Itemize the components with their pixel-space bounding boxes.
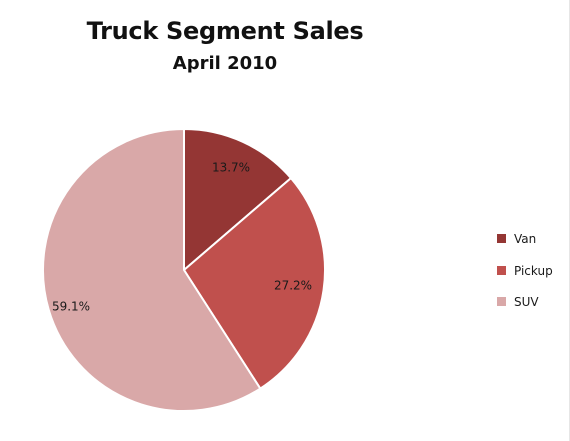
legend-swatch-van <box>497 234 506 243</box>
legend-label-pickup: Pickup <box>514 263 553 278</box>
legend: Van Pickup SUV <box>497 230 567 325</box>
title-block: Truck Segment Sales April 2010 <box>40 12 410 78</box>
legend-item-van: Van <box>497 230 567 248</box>
data-label-suv: 59.1% <box>52 300 90 314</box>
data-label-pickup: 27.2% <box>274 279 312 293</box>
legend-item-pickup: Pickup <box>497 262 567 280</box>
data-label-van: 13.7% <box>212 161 250 175</box>
chart-title: Truck Segment Sales <box>86 17 364 45</box>
legend-swatch-suv <box>497 297 506 306</box>
chart-subtitle: April 2010 <box>172 53 278 74</box>
legend-label-suv: SUV <box>514 295 539 309</box>
pie-slice-van <box>183 128 292 271</box>
legend-swatch-pickup <box>497 265 506 275</box>
legend-item-suv: SUV <box>497 293 567 311</box>
legend-label-van: Van <box>514 232 537 246</box>
pie-slices <box>42 128 326 412</box>
pie-data-labels: 13.7% 27.2% 59.1% <box>52 161 312 314</box>
pie-slice-pickup <box>183 177 326 390</box>
pie-slice-suv <box>42 128 262 412</box>
